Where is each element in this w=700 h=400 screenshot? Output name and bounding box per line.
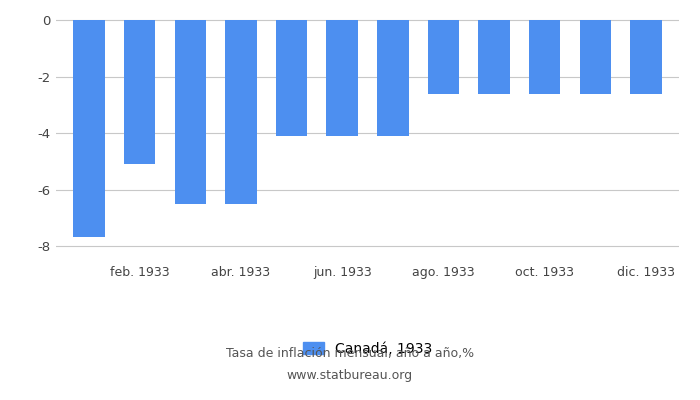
Text: Tasa de inflación mensual, año a año,%: Tasa de inflación mensual, año a año,% — [226, 348, 474, 360]
Bar — [529, 20, 561, 94]
Text: www.statbureau.org: www.statbureau.org — [287, 370, 413, 382]
Bar — [276, 20, 307, 136]
Bar — [124, 20, 155, 164]
Bar — [428, 20, 459, 94]
Bar — [326, 20, 358, 136]
Bar — [377, 20, 409, 136]
Bar — [580, 20, 611, 94]
Bar — [74, 20, 104, 238]
Bar — [631, 20, 662, 94]
Legend: Canadá, 1933: Canadá, 1933 — [298, 336, 438, 362]
Bar — [174, 20, 206, 204]
Bar — [225, 20, 257, 204]
Bar — [478, 20, 510, 94]
